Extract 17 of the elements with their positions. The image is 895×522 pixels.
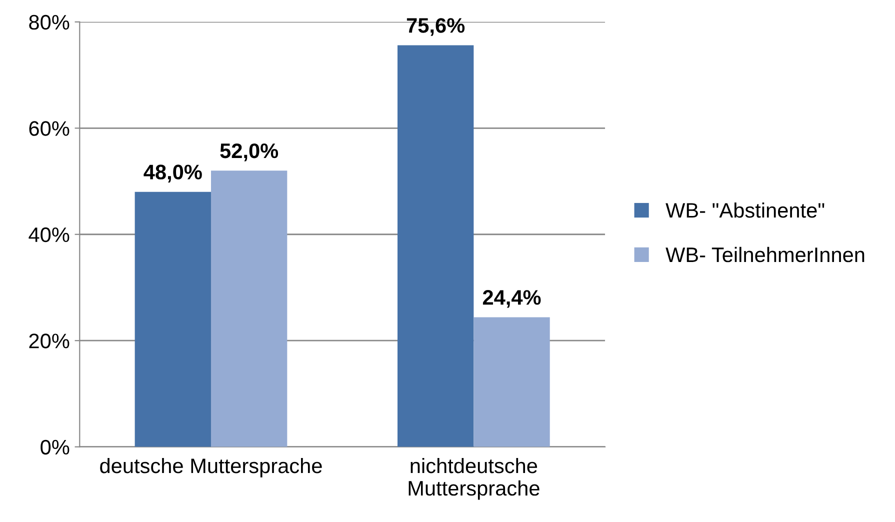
- data-label: 75,6%: [406, 18, 465, 36]
- x-tick-label: nichtdeutsche Muttersprache: [408, 458, 540, 500]
- legend-label: WB- TeilnehmerInnen: [666, 246, 864, 262]
- y-tick-label: 20%: [29, 334, 70, 348]
- data-label: 24,4%: [482, 290, 541, 308]
- bar: [474, 317, 550, 447]
- y-tick-label: 0%: [40, 440, 70, 455]
- bar: [210, 170, 288, 447]
- legend-label: WB- "Abstinente": [666, 202, 824, 218]
- y-tick-label: 60%: [29, 121, 70, 136]
- bar: [134, 192, 211, 447]
- y-tick-label: 40%: [28, 227, 70, 242]
- data-label: 48,0%: [144, 164, 202, 182]
- x-tick-label: deutsche Muttersprache: [100, 458, 322, 478]
- data-label: 52,0%: [220, 143, 278, 162]
- bar: [398, 45, 474, 447]
- y-tick-label: 80%: [29, 14, 70, 30]
